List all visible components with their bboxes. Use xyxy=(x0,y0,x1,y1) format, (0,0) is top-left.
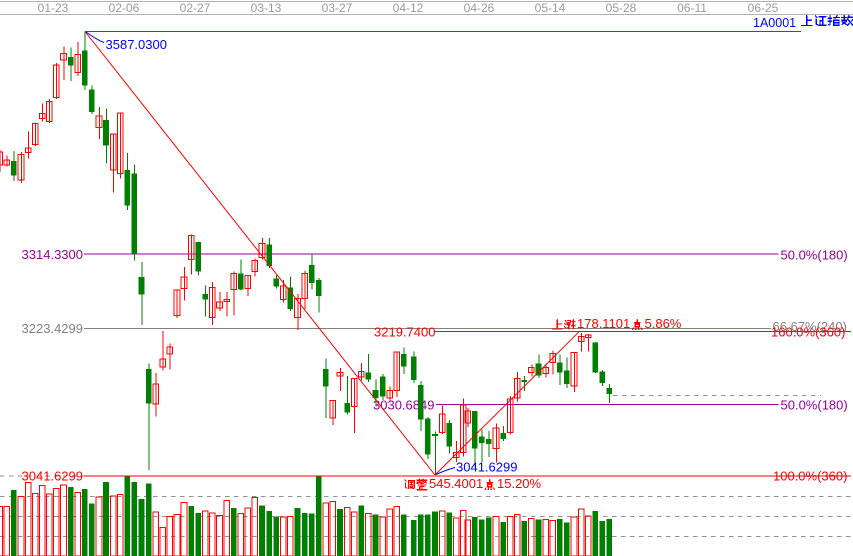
svg-text:178.1101: 178.1101 xyxy=(577,316,630,331)
svg-text:05-14: 05-14 xyxy=(535,1,566,15)
svg-text:05-28: 05-28 xyxy=(606,1,637,15)
svg-text:15.20%: 15.20% xyxy=(497,476,542,491)
svg-text:04-26: 04-26 xyxy=(464,1,495,15)
svg-text:02-06: 02-06 xyxy=(109,1,140,15)
svg-text:50.0%(180): 50.0%(180) xyxy=(781,398,848,413)
svg-text:01-23: 01-23 xyxy=(38,1,69,15)
svg-text:545.4001: 545.4001 xyxy=(429,476,483,491)
svg-text:04-12: 04-12 xyxy=(393,1,424,15)
svg-text:3030.6849: 3030.6849 xyxy=(373,397,434,412)
svg-text:3219.7400: 3219.7400 xyxy=(374,324,435,339)
svg-text:03-27: 03-27 xyxy=(322,1,353,15)
svg-text:3041.6299: 3041.6299 xyxy=(456,460,517,475)
svg-text:5.86%: 5.86% xyxy=(645,316,682,331)
svg-text:100.0%(360): 100.0%(360) xyxy=(773,469,847,484)
svg-text:06-25: 06-25 xyxy=(748,1,779,15)
svg-text:1A0001: 1A0001 xyxy=(753,16,796,30)
svg-text:3314.3300: 3314.3300 xyxy=(22,247,83,262)
svg-text:3223.4299: 3223.4299 xyxy=(22,321,83,336)
svg-text:02-27: 02-27 xyxy=(180,1,211,15)
svg-text:03-13: 03-13 xyxy=(251,1,282,15)
svg-text:3041.6299: 3041.6299 xyxy=(22,468,83,483)
svg-text:50.0%(180): 50.0%(180) xyxy=(781,247,848,262)
svg-text:160.0%(360): 160.0%(360) xyxy=(771,324,845,339)
svg-text:3587.0300: 3587.0300 xyxy=(106,37,167,52)
svg-text:66.67%(240): 66.67%(240) xyxy=(773,319,847,334)
svg-text:06-11: 06-11 xyxy=(677,1,707,15)
